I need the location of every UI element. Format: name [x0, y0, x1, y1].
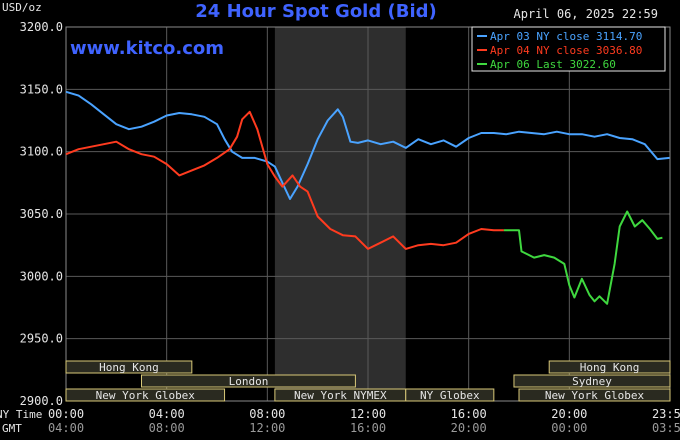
price-line — [65, 90, 670, 200]
x-tick-label-gmt: 16:00 — [350, 421, 386, 435]
x-tick-label-gmt: 20:00 — [451, 421, 487, 435]
axis-ticks: 3200.0 3150.0 3100.0 3050.0 3000.0 2950.0 2900… — [20, 20, 680, 435]
y-tick-label: 3000.0 — [20, 269, 63, 283]
session-label: London — [229, 375, 269, 388]
session-bar — [141, 374, 356, 388]
y-tick-label: 3050.0 — [20, 207, 63, 221]
session-label: New York Globex — [545, 389, 645, 402]
x-axis-label-gmt: GMT — [2, 422, 22, 435]
x-tick-label-gmt: 03:59 — [652, 421, 680, 435]
date-label: April 06, 2025 22:59 — [514, 7, 659, 21]
x-tick-label-ny: 23:59 — [652, 407, 680, 421]
x-tick-label-gmt: 08:00 — [149, 421, 185, 435]
x-tick-label-ny: 04:00 — [149, 407, 185, 421]
x-tick-label-gmt: 00:00 — [551, 421, 587, 435]
y-tick-label: 2950.0 — [20, 332, 63, 346]
session-label: New York Globex — [96, 389, 196, 402]
session-label: Hong Kong — [580, 361, 640, 374]
session-label: Hong Kong — [99, 361, 159, 374]
session-label: NY Globex — [420, 389, 480, 402]
x-tick-label-ny: 12:00 — [350, 407, 386, 421]
y-tick-label: 2900.0 — [20, 394, 63, 408]
x-tick-label-gmt: 04:00 — [48, 421, 84, 435]
legend-label: Apr 04 NY close 3036.80 — [490, 44, 642, 57]
session-label: New York NYMEX — [294, 389, 387, 402]
session-bar — [548, 360, 671, 374]
y-tick-label: 3200.0 — [20, 20, 63, 34]
x-tick-label-ny: 00:00 — [48, 407, 84, 421]
session-bar — [405, 388, 495, 402]
y-tick-label: 3100.0 — [20, 145, 63, 159]
x-tick-label-gmt: 12:00 — [249, 421, 285, 435]
legend-box — [471, 26, 666, 72]
x-tick-label-ny: 20:00 — [551, 407, 587, 421]
chart-title: 24 Hour Spot Gold (Bid) — [195, 1, 436, 22]
x-axis-label-ny: NY Time — [0, 408, 42, 421]
x-tick-label-ny: 08:00 — [249, 407, 285, 421]
session-bar — [513, 374, 671, 388]
kitco-watermark: www.kitco.com — [70, 38, 224, 59]
session-bar — [65, 388, 226, 402]
session-label: Sydney — [572, 375, 612, 388]
legend-label: Apr 03 NY close 3114.70 — [490, 30, 642, 43]
session-bar — [65, 360, 193, 374]
x-tick-label-ny: 16:00 — [451, 407, 487, 421]
legend-label: Apr 06 Last 3022.60 — [490, 58, 616, 71]
y-tick-label: 3150.0 — [20, 82, 63, 96]
price-line — [503, 210, 663, 305]
price-series — [65, 90, 670, 305]
session-bar — [518, 388, 671, 402]
units-label: USD/oz — [2, 1, 42, 14]
price-line — [65, 110, 504, 250]
